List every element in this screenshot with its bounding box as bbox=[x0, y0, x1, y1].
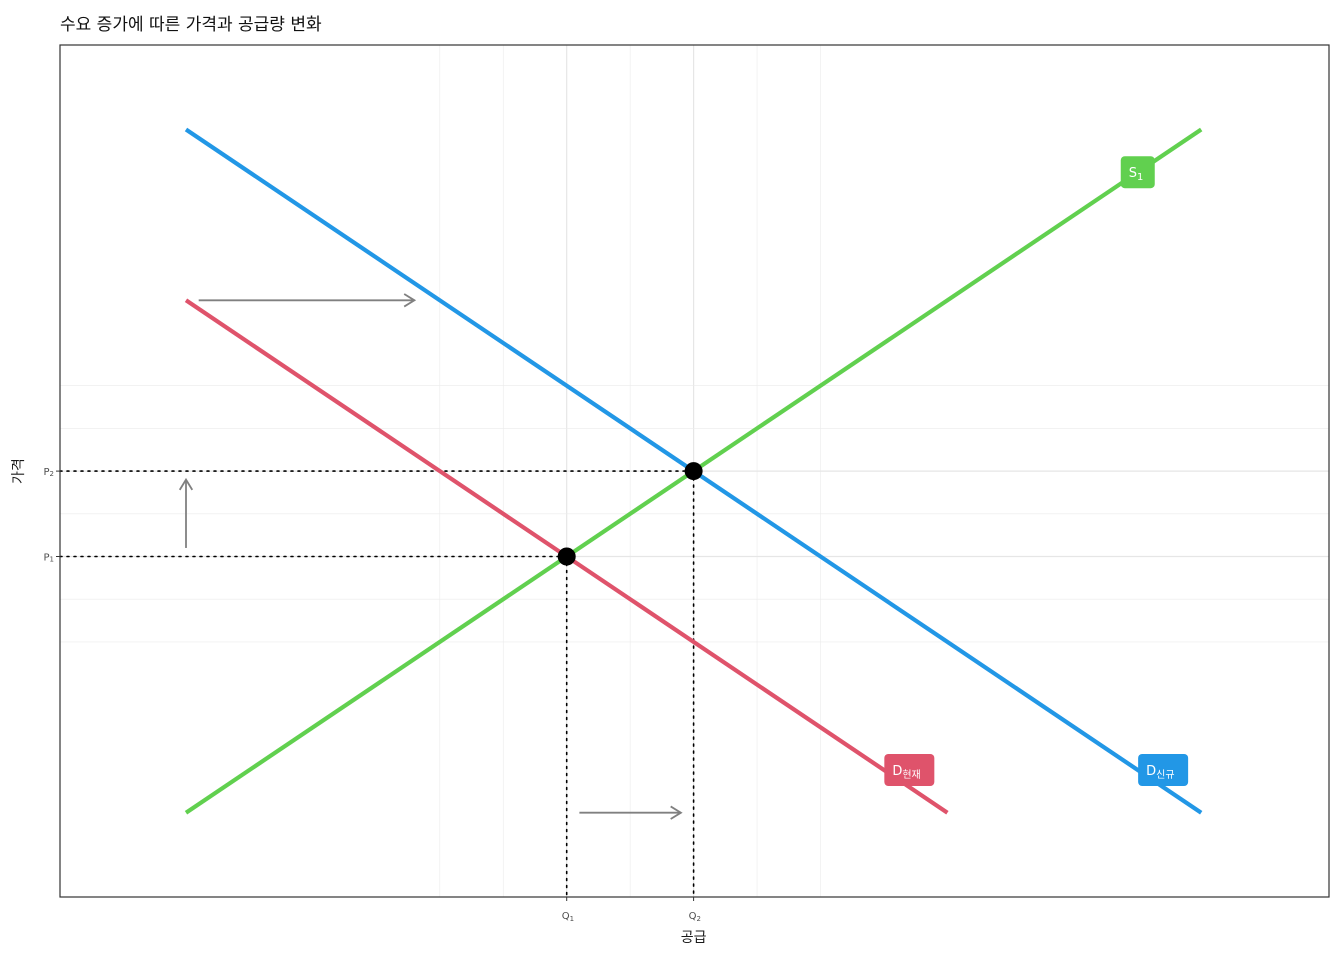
ticks: Q1 Q2 P2 P1 bbox=[44, 467, 701, 923]
x-axis-title: 공급 bbox=[681, 930, 707, 946]
y-tick-label: P2 bbox=[44, 467, 55, 478]
curve-label-box bbox=[884, 754, 935, 786]
shift-arrow-head bbox=[178, 477, 194, 491]
curve-label: D신규 bbox=[1146, 764, 1174, 781]
equilibrium-point bbox=[684, 462, 703, 481]
y-tick-label: P1 bbox=[44, 553, 55, 564]
arrows bbox=[178, 293, 683, 820]
curve-label: S1 bbox=[1129, 166, 1144, 183]
shift-arrow-head bbox=[670, 805, 683, 820]
y-axis-title: 가격 bbox=[11, 458, 27, 484]
labels: S1 D현재 D신규 bbox=[884, 156, 1189, 786]
points bbox=[557, 462, 703, 566]
shift-arrow-head bbox=[403, 293, 417, 308]
equilibrium-point bbox=[557, 547, 576, 566]
curve-label: D현재 bbox=[892, 764, 920, 781]
chart-title: 수요 증가에 따른 가격과 공급량 변화 bbox=[60, 15, 322, 35]
curve-label-box bbox=[1138, 754, 1189, 786]
x-tick-label: Q1 bbox=[562, 911, 574, 923]
guides bbox=[59, 470, 695, 898]
x-tick-label: Q2 bbox=[689, 911, 701, 923]
curve-label-box bbox=[1120, 156, 1155, 189]
